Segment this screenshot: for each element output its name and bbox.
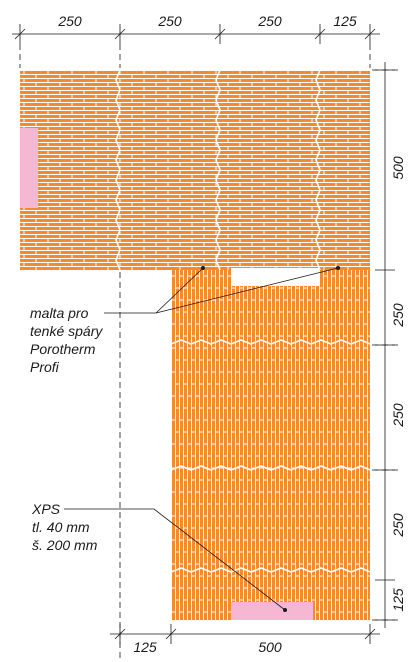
mortar-label-line-3: Porotherm	[30, 341, 96, 357]
right-dimension-chain: 500 250 250 250 125	[375, 62, 406, 628]
xps-leader	[64, 508, 286, 611]
upper-wall-blocks	[20, 70, 370, 270]
block-joint-1	[115, 69, 121, 271]
xps-insert-left	[20, 128, 38, 208]
right-dim-5: 125	[390, 588, 406, 612]
top-dim-4: 125	[333, 13, 357, 29]
top-dimension-chain: 250 250 250 125	[12, 13, 380, 44]
right-dim-4: 250	[390, 513, 406, 538]
xps-point	[283, 608, 287, 612]
bottom-dimension-chain: 125 500	[110, 624, 380, 655]
bottom-dim-2: 500	[258, 639, 282, 655]
mortar-label-line-2: tenké spáry	[30, 323, 103, 339]
right-dim-2: 250	[390, 303, 406, 328]
bottom-dim-1: 125	[133, 639, 157, 655]
xps-label-line-2: tl. 40 mm	[32, 519, 90, 535]
xps-annotation: XPS tl. 40 mm š. 200 mm	[31, 501, 287, 612]
mortar-label-line-4: Profi	[30, 359, 60, 375]
junction-notch	[231, 268, 319, 286]
xps-insert-bottom	[231, 602, 313, 620]
xps-label-line-1: XPS	[31, 501, 61, 517]
xps-label-line-3: š. 200 mm	[32, 537, 98, 553]
right-dim-3: 250	[390, 403, 406, 428]
block-joint-3	[315, 69, 321, 271]
mortar-point-2	[336, 266, 340, 270]
course-joint-1	[170, 339, 371, 345]
lower-wall	[170, 268, 371, 620]
right-dim-1: 500	[390, 156, 406, 180]
lower-wall-blocks	[171, 270, 370, 620]
mortar-point-1	[201, 266, 205, 270]
mortar-leader-2	[155, 267, 339, 314]
upper-wall	[20, 69, 370, 271]
course-joint-2	[170, 465, 371, 471]
course-joint-3	[170, 567, 371, 573]
top-dim-3: 250	[257, 13, 282, 29]
top-dim-2: 250	[157, 13, 182, 29]
block-joint-2	[215, 69, 221, 271]
mortar-label-line-1: malta pro	[30, 305, 89, 321]
top-dim-1: 250	[57, 13, 82, 29]
mortar-annotation: malta pro tenké spáry Porotherm Profi	[30, 266, 340, 375]
